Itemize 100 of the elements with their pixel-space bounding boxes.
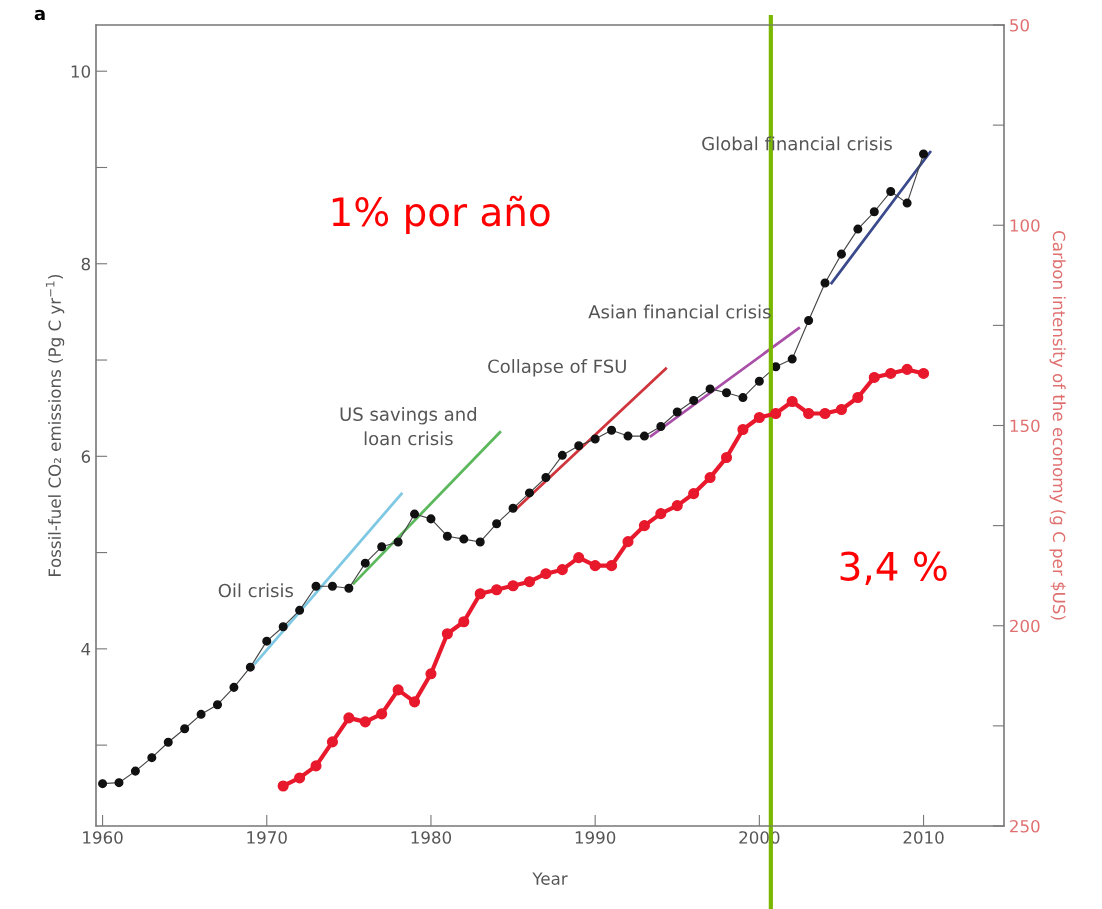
y-axis-title: Fossil-fuel CO₂ emissions (Pg C yr$^{−1}$) <box>45 274 65 576</box>
point <box>655 508 667 520</box>
point <box>705 384 715 394</box>
point <box>262 636 272 646</box>
point <box>556 564 568 576</box>
point <box>770 407 782 420</box>
point <box>163 737 173 747</box>
point <box>819 407 831 420</box>
y-tick-label: 10 <box>71 65 91 78</box>
point <box>671 500 683 512</box>
point <box>474 588 486 600</box>
point <box>853 224 863 234</box>
point <box>753 411 765 424</box>
x-tick-label: 1970 <box>247 831 287 844</box>
y-tick-label: 6 <box>81 450 91 463</box>
point <box>672 407 682 417</box>
point <box>835 403 848 416</box>
point <box>295 605 305 615</box>
point <box>508 503 518 513</box>
point <box>377 542 387 552</box>
point <box>408 696 421 708</box>
point <box>754 376 764 386</box>
point <box>425 668 437 680</box>
point <box>540 568 552 580</box>
x-tick-label: 1960 <box>83 831 123 844</box>
annotation: US savings and loan crisis <box>340 407 477 446</box>
point <box>278 622 288 632</box>
y2-tick-label: 150 <box>1010 419 1040 433</box>
point <box>130 766 140 776</box>
point <box>524 488 534 498</box>
annotation: 1% por año <box>332 195 550 234</box>
y2-tick-label: 100 <box>1010 219 1040 232</box>
point <box>277 780 289 792</box>
point <box>196 709 206 719</box>
annotation: 3,4 % <box>840 551 947 585</box>
point <box>638 520 650 532</box>
point <box>523 576 536 588</box>
point <box>786 395 798 408</box>
y2-axis-title: Carbon intensity of the economy (g C per $US) <box>1049 231 1066 620</box>
point <box>392 684 404 696</box>
point <box>212 700 223 710</box>
point <box>720 451 733 464</box>
point <box>656 421 666 431</box>
point <box>803 407 815 420</box>
annotation: Oil crisis <box>218 583 294 598</box>
annotation: Collapse of FSU <box>488 359 626 377</box>
x-tick-label: 2010 <box>903 831 944 844</box>
point <box>98 779 108 789</box>
point <box>475 537 485 547</box>
point <box>294 772 306 784</box>
point <box>343 712 355 724</box>
point <box>623 431 633 441</box>
point <box>426 514 436 524</box>
point <box>442 531 452 541</box>
chart-title: a <box>34 9 45 21</box>
point <box>639 431 649 441</box>
point <box>901 363 913 375</box>
y2-tick-label: 50 <box>1010 18 1029 32</box>
point <box>688 488 700 500</box>
point <box>229 682 239 692</box>
point <box>359 716 371 728</box>
point <box>507 580 519 592</box>
point <box>180 724 190 734</box>
point <box>885 367 897 379</box>
point <box>820 278 830 288</box>
y-tick-label: 8 <box>81 257 90 271</box>
point <box>245 662 255 672</box>
point <box>606 560 618 572</box>
point <box>869 207 879 217</box>
point <box>574 441 584 451</box>
point <box>491 584 503 596</box>
point <box>919 149 929 159</box>
point <box>344 583 354 593</box>
point <box>114 778 124 788</box>
point <box>738 393 748 403</box>
point <box>393 537 403 547</box>
x-axis-title: Year <box>532 872 568 885</box>
point <box>589 560 601 572</box>
point <box>917 367 930 379</box>
point <box>326 736 338 748</box>
point <box>327 581 337 591</box>
point <box>573 552 585 564</box>
point <box>360 558 370 568</box>
point <box>458 616 470 628</box>
y2-tick-label: 250 <box>1010 819 1040 833</box>
point <box>886 187 896 197</box>
point <box>541 472 551 483</box>
point <box>310 760 322 772</box>
point <box>902 198 912 208</box>
point <box>147 753 157 763</box>
point <box>459 534 469 544</box>
point <box>441 628 453 640</box>
point <box>410 509 420 519</box>
point <box>689 395 699 405</box>
point <box>836 249 846 259</box>
x-tick-label: 1990 <box>575 831 616 844</box>
point <box>622 536 634 548</box>
point <box>590 434 600 444</box>
point <box>787 354 797 364</box>
point <box>492 519 502 529</box>
